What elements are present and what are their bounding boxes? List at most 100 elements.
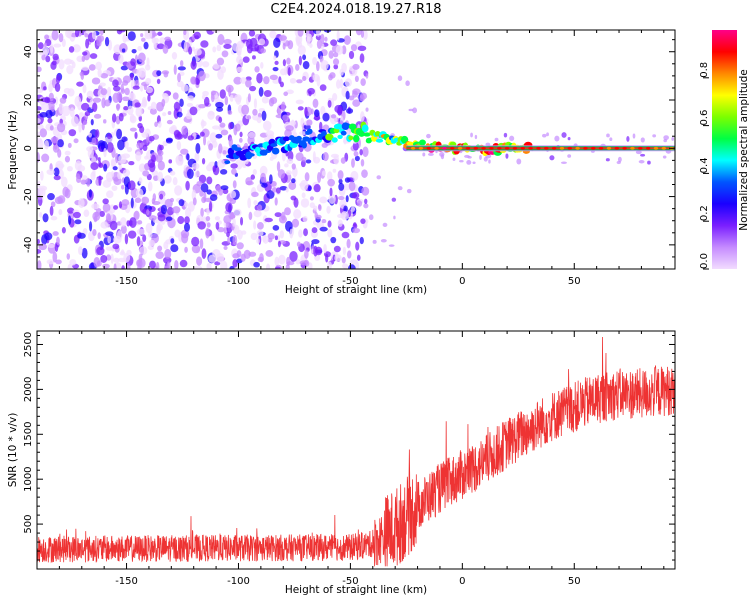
heatmap-ridge-cell bbox=[333, 123, 343, 130]
top-y-tick-label: 40 bbox=[23, 45, 34, 58]
heatmap-cell bbox=[332, 58, 340, 66]
heatmap-cell bbox=[215, 221, 220, 230]
heatmap-cell bbox=[253, 209, 262, 218]
heatmap-cell bbox=[212, 165, 217, 173]
heatmap-cell bbox=[354, 155, 360, 162]
heatmap-cell bbox=[55, 74, 61, 84]
heatmap-cell bbox=[426, 133, 431, 139]
heatmap-cell bbox=[67, 88, 75, 97]
heatmap-cell bbox=[69, 107, 75, 118]
heatmap-cell bbox=[368, 214, 374, 221]
heatmap-cell bbox=[365, 107, 369, 112]
heatmap-cell bbox=[194, 170, 201, 177]
heatmap-cell bbox=[220, 168, 228, 175]
heatmap-cell bbox=[57, 139, 64, 148]
colorbar-tick-label: 0.4 bbox=[699, 157, 710, 173]
heatmap-cell bbox=[44, 232, 53, 241]
heatmap-cell bbox=[663, 135, 669, 141]
top-y-tick-label: -20 bbox=[23, 188, 34, 204]
heatmap-cell bbox=[360, 159, 365, 167]
heatmap-cell bbox=[252, 108, 258, 116]
top-y-axis-label: Frequency (Hz) bbox=[7, 110, 19, 189]
heatmap-cell bbox=[319, 226, 328, 232]
heatmap-cell bbox=[319, 84, 327, 92]
heatmap-cell bbox=[104, 99, 111, 107]
heatmap-cell bbox=[176, 111, 183, 118]
heatmap-cell bbox=[647, 160, 651, 165]
heatmap-cell bbox=[380, 239, 387, 243]
heatmap-cell bbox=[216, 253, 225, 263]
heatmap-cell bbox=[205, 227, 210, 239]
heatmap-cell bbox=[118, 54, 124, 64]
heatmap-cell bbox=[111, 113, 117, 123]
heatmap-cell bbox=[53, 175, 61, 181]
heatmap-cell bbox=[309, 202, 315, 209]
heatmap-cell bbox=[236, 66, 243, 73]
heatmap-cell bbox=[289, 228, 294, 239]
heatmap-cell bbox=[405, 80, 410, 87]
heatmap-cell bbox=[103, 163, 108, 172]
heatmap-cell bbox=[208, 143, 213, 151]
heatmap-cell bbox=[162, 112, 167, 117]
heatmap-cell bbox=[81, 122, 85, 131]
heatmap-cell bbox=[253, 220, 257, 230]
steady-band-peak bbox=[630, 146, 635, 150]
steady-band-peak bbox=[638, 146, 643, 150]
heatmap-cell bbox=[302, 54, 307, 61]
heatmap-cell bbox=[252, 55, 256, 60]
heatmap-cell bbox=[287, 66, 291, 77]
heatmap-cell bbox=[92, 168, 96, 177]
heatmap-cell bbox=[103, 119, 107, 124]
heatmap-cell bbox=[141, 96, 147, 107]
heatmap-cell bbox=[50, 215, 58, 221]
heatmap-cell bbox=[46, 169, 55, 175]
heatmap-cell bbox=[296, 79, 303, 84]
heatmap-cell bbox=[217, 34, 225, 46]
heatmap-cell bbox=[281, 101, 286, 112]
heatmap-cell bbox=[291, 218, 300, 228]
heatmap-cell bbox=[286, 57, 291, 65]
heatmap-cell bbox=[635, 150, 642, 155]
heatmap-cell bbox=[285, 187, 289, 193]
heatmap-cell bbox=[342, 246, 347, 256]
steady-band-peak bbox=[598, 146, 604, 150]
heatmap-cell bbox=[114, 152, 119, 164]
heatmap-ridge-cell bbox=[337, 134, 343, 139]
heatmap-cell bbox=[299, 260, 309, 266]
heatmap-cell bbox=[215, 101, 224, 109]
heatmap-cell bbox=[277, 234, 281, 241]
heatmap-cell bbox=[352, 99, 361, 107]
heatmap-cell bbox=[156, 70, 162, 77]
colorbar-ticks: 0.0 0.2 0.4 0.6 0.8 bbox=[699, 62, 710, 270]
heatmap-cell bbox=[228, 86, 232, 97]
heatmap-cell bbox=[45, 55, 51, 63]
steady-band-peak bbox=[622, 146, 627, 150]
heatmap-cell bbox=[265, 249, 274, 257]
heatmap-cell bbox=[66, 165, 73, 172]
heatmap-cell bbox=[119, 43, 128, 54]
heatmap-cell bbox=[278, 254, 286, 265]
heatmap-cell bbox=[155, 251, 164, 260]
heatmap-cell bbox=[111, 185, 118, 191]
heatmap-cell bbox=[337, 170, 344, 180]
heatmap-cell bbox=[232, 234, 238, 246]
heatmap-cell bbox=[179, 259, 188, 268]
heatmap-cell bbox=[66, 253, 71, 260]
heatmap-ridge-cell bbox=[271, 147, 280, 155]
heatmap-cell bbox=[144, 32, 153, 40]
heatmap-cell bbox=[322, 112, 330, 122]
heatmap-cell bbox=[257, 256, 264, 263]
heatmap-cell bbox=[509, 135, 515, 142]
heatmap-cell bbox=[249, 85, 257, 92]
heatmap-cell bbox=[278, 35, 287, 41]
heatmap-cell bbox=[112, 243, 120, 250]
heatmap-cell bbox=[327, 99, 332, 108]
heatmap-cell bbox=[236, 242, 244, 250]
heatmap-cell bbox=[46, 259, 55, 265]
heatmap-cell bbox=[185, 112, 192, 120]
heatmap-cell bbox=[327, 228, 333, 238]
bottom-x-tick-label: -150 bbox=[115, 576, 138, 587]
heatmap-cell bbox=[273, 55, 277, 61]
heatmap-cell bbox=[141, 131, 149, 138]
heatmap-cell bbox=[206, 189, 212, 195]
